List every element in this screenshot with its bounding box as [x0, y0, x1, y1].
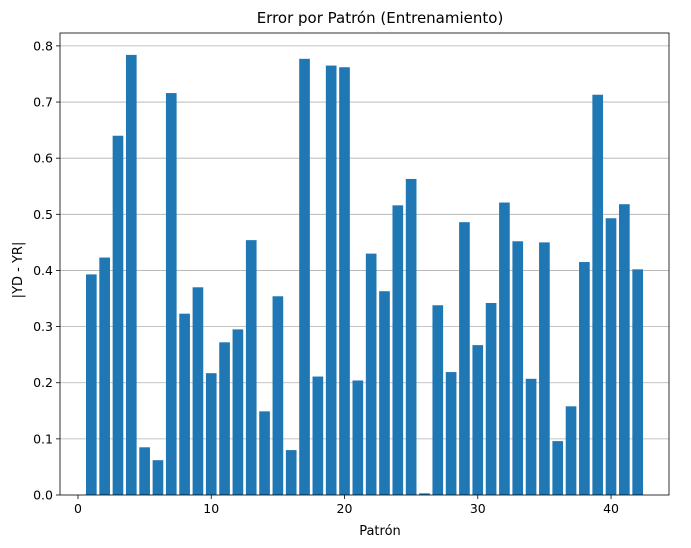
bar-patron-14	[259, 411, 270, 495]
y-tick-label: 0.6	[33, 151, 53, 166]
bar-patron-18	[312, 376, 324, 495]
bar-patron-9	[192, 287, 204, 495]
bar-patron-34	[525, 378, 537, 495]
y-tick-label: 0.2	[33, 375, 53, 390]
bar-patron-3	[112, 135, 124, 495]
bar-patron-4	[125, 54, 137, 496]
plot-frame	[59, 32, 670, 496]
bar-patron-8	[179, 313, 190, 495]
bar-patron-1	[85, 274, 97, 495]
bar-patron-16	[285, 450, 297, 495]
bar-patron-22	[365, 253, 377, 495]
bar-patron-38	[579, 262, 590, 495]
x-tick-label: 0	[74, 501, 82, 516]
bar-patron-23	[379, 291, 390, 495]
y-tick-label: 0.8	[33, 38, 53, 53]
y-tick-label: 0.5	[33, 207, 53, 222]
bar-patron-7	[165, 93, 177, 495]
bar-patron-26	[419, 493, 430, 495]
x-tick-label: 20	[337, 501, 353, 516]
y-tick-label: 0.3	[33, 319, 53, 334]
bar-patron-5	[139, 447, 150, 495]
bar-patron-40	[605, 218, 617, 495]
x-tick-label: 10	[203, 501, 219, 516]
y-axis-label: |YD - YR|	[11, 242, 26, 299]
bar-patron-30	[472, 345, 484, 495]
bar-patron-31	[485, 303, 497, 495]
bar-patron-35	[539, 242, 550, 495]
x-axis-ticks: 0 10 20 30 40	[74, 495, 619, 516]
bar-patron-12	[232, 329, 244, 495]
bar-patron-39	[592, 94, 604, 495]
bar-patron-37	[565, 406, 577, 495]
y-tick-label: 0.1	[33, 431, 53, 446]
bar-patron-36	[552, 441, 564, 495]
y-tick-label: 0.0	[33, 488, 53, 503]
bar-patron-2	[99, 257, 110, 495]
x-tick-label: 30	[470, 501, 486, 516]
x-axis-label: Patrón	[359, 524, 401, 539]
bar-patron-29	[459, 222, 470, 495]
bar-patron-19	[325, 65, 337, 495]
y-tick-label: 0.4	[33, 263, 53, 278]
bar-patron-20	[339, 67, 350, 495]
y-axis-ticks: 0.0 0.1 0.2 0.3 0.4 0.5 0.6 0.7 0.8	[33, 38, 60, 503]
bar-patron-28	[445, 372, 457, 495]
bar-patron-21	[352, 380, 364, 495]
bar-patron-15	[272, 296, 284, 495]
bar-patron-13	[245, 240, 257, 495]
bar-patron-6	[152, 460, 164, 495]
y-tick-label: 0.7	[33, 95, 53, 110]
bar-patron-27	[432, 305, 444, 495]
grid-lines	[60, 45, 669, 440]
bar-patron-17	[299, 58, 310, 495]
bar-patron-11	[219, 342, 230, 495]
bars	[85, 54, 644, 496]
bar-patron-33	[512, 241, 524, 495]
bar-patron-10	[205, 373, 217, 495]
x-tick-label: 40	[603, 501, 619, 516]
bar-patron-41	[619, 204, 630, 495]
bar-patron-32	[499, 202, 510, 495]
chart-title: Error por Patrón (Entrenamiento)	[257, 9, 504, 27]
bar-patron-25	[405, 178, 417, 495]
bar-patron-42	[632, 269, 644, 495]
bar-patron-24	[392, 205, 404, 496]
